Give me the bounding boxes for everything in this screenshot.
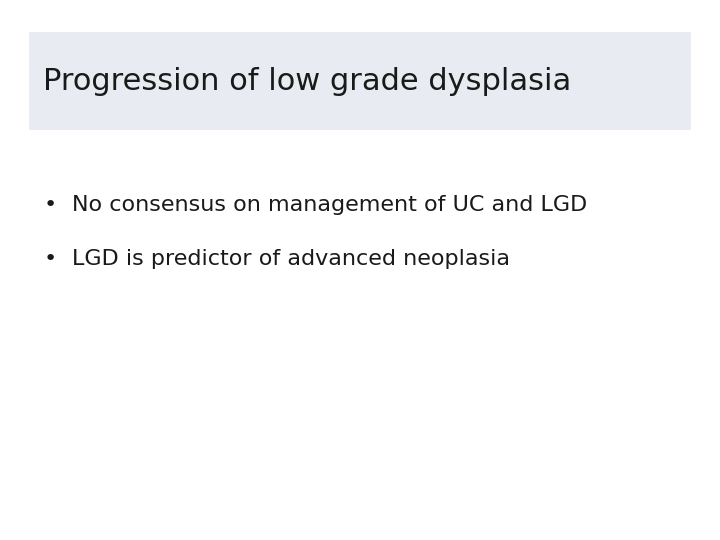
Text: No consensus on management of UC and LGD: No consensus on management of UC and LGD: [72, 195, 588, 215]
FancyBboxPatch shape: [29, 32, 691, 130]
Text: •: •: [44, 195, 57, 215]
Text: LGD is predictor of advanced neoplasia: LGD is predictor of advanced neoplasia: [72, 249, 510, 269]
Text: •: •: [44, 249, 57, 269]
Text: Progression of low grade dysplasia: Progression of low grade dysplasia: [43, 66, 572, 96]
